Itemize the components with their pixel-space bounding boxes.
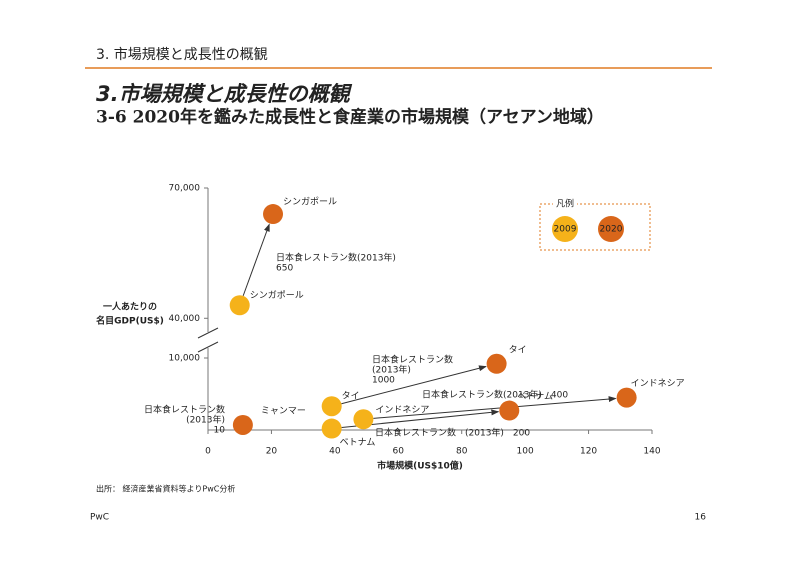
data-point — [263, 204, 284, 225]
legend-label: 2020 — [600, 225, 623, 235]
axis-break — [197, 327, 219, 339]
point-label: インドネシア — [375, 405, 429, 416]
data-point — [321, 418, 342, 439]
y-axis-label: 名目GDP(US$) — [96, 315, 164, 327]
y-tick-label: 10,000 — [169, 354, 201, 364]
annotation: 日本食レストラン数(2013年) — [276, 252, 396, 264]
annotation: 日本食レストラン数 (2013年) 200 — [375, 427, 530, 439]
data-point — [321, 396, 342, 417]
data-point — [229, 295, 250, 316]
annotation: 10 — [214, 426, 226, 436]
source: 出所： 経済産業省資料等よりPwC分析 — [96, 484, 235, 494]
data-point — [499, 400, 520, 421]
x-tick-label: 120 — [580, 447, 597, 457]
title: 3.市場規模と成長性の概観 — [96, 82, 353, 106]
point-label: タイ — [509, 344, 527, 355]
x-axis-label: 市場規模(US$10億) — [377, 460, 463, 472]
point-label: ミャンマー — [261, 406, 306, 416]
legend-title: 凡例 — [556, 198, 574, 210]
legend-marker — [552, 216, 578, 242]
data-point — [232, 414, 253, 435]
chart: 0 20 40 60 80 100 120 140 10,000 40,000 70,000 市場規模… — [96, 184, 685, 472]
legend-marker — [598, 216, 624, 242]
annotation: 650 — [276, 264, 293, 274]
annotation: 1000 — [372, 376, 395, 386]
x-tick-label: 100 — [517, 447, 534, 457]
arrow — [242, 223, 270, 297]
footer: PwC — [90, 513, 109, 523]
x-tick-label: 80 — [456, 447, 468, 457]
data-point — [353, 409, 374, 430]
annotation: 日本食レストラン数 — [144, 404, 225, 416]
x-tick-label: 0 — [205, 447, 211, 457]
x-tick-label: 40 — [329, 447, 341, 457]
point-label: シンガポール — [283, 197, 337, 208]
data-point — [486, 353, 507, 374]
y-tick-label: 70,000 — [169, 184, 201, 194]
data-point — [616, 387, 637, 408]
annotation: (2013年) — [372, 364, 411, 376]
y-axis-label: 一人あたりの — [103, 301, 157, 313]
legend-label: 2009 — [554, 225, 577, 235]
page-number: 16 — [695, 513, 707, 523]
point-label: ベトナム — [340, 437, 376, 448]
arrow — [341, 365, 487, 405]
annotation: (2013年) — [186, 414, 225, 426]
arrow — [373, 396, 617, 419]
point-label: シンガポール — [250, 290, 304, 301]
y-tick-label: 40,000 — [169, 314, 201, 324]
x-tick-label: 20 — [266, 447, 278, 457]
annotation: 日本食レストラン数 — [372, 354, 453, 366]
annotation: 日本食レストラン数(2013年) 400 — [422, 389, 568, 401]
header: 3. 市場規模と成長性の概観 — [96, 46, 268, 63]
x-tick-label: 60 — [393, 447, 405, 457]
point-label: インドネシア — [631, 378, 685, 389]
axis-break — [197, 341, 219, 353]
legend-box — [539, 203, 651, 251]
subtitle: 3-6 2020年を鑑みた成長性と食産業の市場規模（アセアン地域） — [96, 107, 604, 128]
x-tick-label: 140 — [643, 447, 660, 457]
point-label: タイ — [342, 391, 360, 402]
legend-title-bg — [553, 199, 577, 209]
point-label: ベトナム — [517, 391, 553, 402]
